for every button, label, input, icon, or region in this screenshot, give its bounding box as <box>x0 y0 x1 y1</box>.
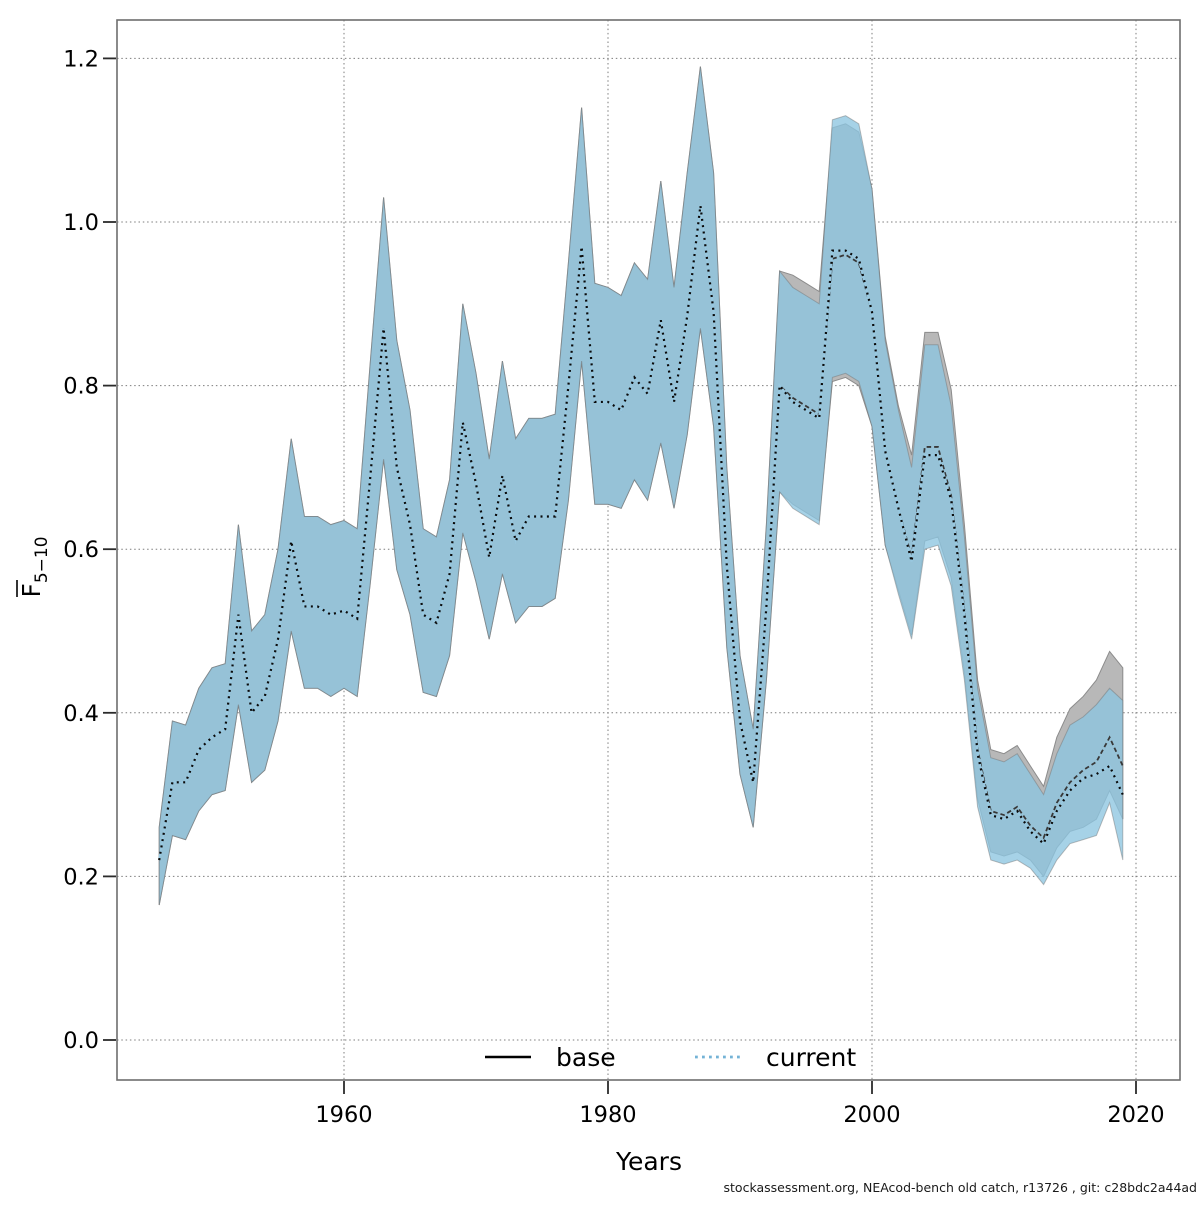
band-current-polygon <box>158 66 1124 906</box>
y-axis-title-sub: 5−10 <box>32 536 52 583</box>
axis-tick-labels: 0.0 0.2 0.4 0.6 0.8 1.0 1.2 1960 1980 2000 2020 <box>63 46 1164 1128</box>
y-axis-title-main: F <box>17 583 46 597</box>
x-tick-label: 2020 <box>1107 1102 1164 1128</box>
axis-ticks <box>103 57 1137 1094</box>
y-tick-label: 0.0 <box>63 1028 99 1054</box>
current-line <box>158 205 1124 861</box>
footer-citation: stockassessment.org, NEAcod-bench old ca… <box>724 1180 1197 1195</box>
x-axis-title: Years <box>615 1147 682 1176</box>
plot-border <box>116 19 1181 1081</box>
x-tick-label: 2000 <box>843 1102 900 1128</box>
x-tick-label: 1960 <box>315 1102 372 1128</box>
confidence-band-current <box>158 66 1124 906</box>
y-tick-label: 0.8 <box>63 374 99 400</box>
gridlines <box>117 20 1180 1080</box>
legend-base-label: base <box>556 1043 616 1072</box>
y-tick-label: 0.4 <box>63 701 99 727</box>
y-axis-title: F5−10 <box>16 536 52 598</box>
svg-text:F5−10: F5−10 <box>17 536 52 597</box>
y-tick-label: 1.2 <box>63 46 99 72</box>
y-tick-label: 1.0 <box>63 210 99 236</box>
y-tick-label: 0.6 <box>63 537 99 563</box>
x-tick-label: 1980 <box>579 1102 636 1128</box>
legend: base current <box>485 1043 856 1072</box>
y-tick-label: 0.2 <box>63 864 99 890</box>
legend-current-label: current <box>766 1043 856 1072</box>
current-line-underlay <box>158 205 1124 861</box>
